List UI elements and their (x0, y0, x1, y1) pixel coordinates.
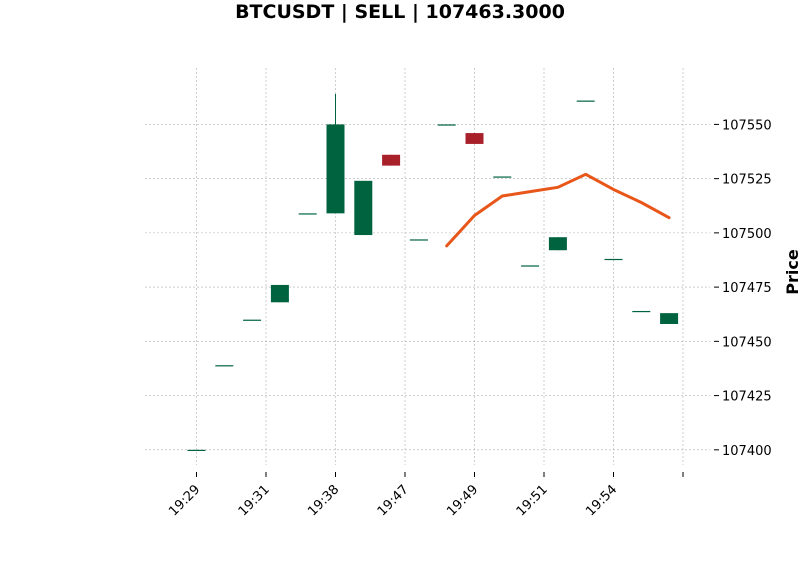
x-tick-label: 19:29 (166, 482, 203, 519)
x-tick-label: 19:54 (583, 482, 620, 519)
chart-title: BTCUSDT | SELL | 107463.3000 (235, 1, 565, 23)
candle-body-up (576, 100, 595, 102)
candle-body-down (382, 154, 401, 166)
x-tick-label: 19:47 (375, 482, 412, 519)
x-tick-label: 19:38 (305, 482, 342, 519)
candle-body-up (243, 319, 262, 321)
y-tick-label: 107525 (722, 173, 772, 188)
candle-body-up (604, 258, 623, 261)
y-tick-label: 107425 (722, 390, 772, 405)
x-tick-label: 19:51 (514, 482, 551, 519)
candle-body-up (521, 265, 540, 267)
grid-layer (145, 68, 710, 465)
candle-body-up (187, 449, 206, 452)
y-tick-label: 107400 (722, 444, 772, 459)
candle-body-up (326, 124, 345, 214)
candle-body-up (270, 284, 289, 303)
candle-layer (187, 94, 679, 452)
y-tick-label: 107475 (722, 281, 772, 296)
candle-body-up (354, 180, 373, 236)
line-layer (445, 172, 671, 248)
x-tick-label: 19:49 (444, 482, 481, 519)
candle-body-up (298, 213, 317, 215)
y-axis-label: Price (783, 249, 800, 295)
candle-body-up (660, 313, 679, 324)
candle-body-down (465, 133, 484, 144)
y-tick-label: 107500 (722, 227, 772, 242)
candle-body-up (437, 124, 456, 126)
candle-body-up (493, 176, 512, 178)
candle-body-up (215, 365, 234, 367)
candle-body-up (548, 237, 567, 251)
y-tick-label: 107550 (722, 118, 772, 133)
x-tick-label: 19:31 (236, 482, 273, 519)
candle-body-up (409, 239, 428, 241)
y-tick-label: 107450 (722, 335, 772, 350)
candle-body-up (632, 310, 651, 313)
overlay-line (445, 172, 671, 248)
